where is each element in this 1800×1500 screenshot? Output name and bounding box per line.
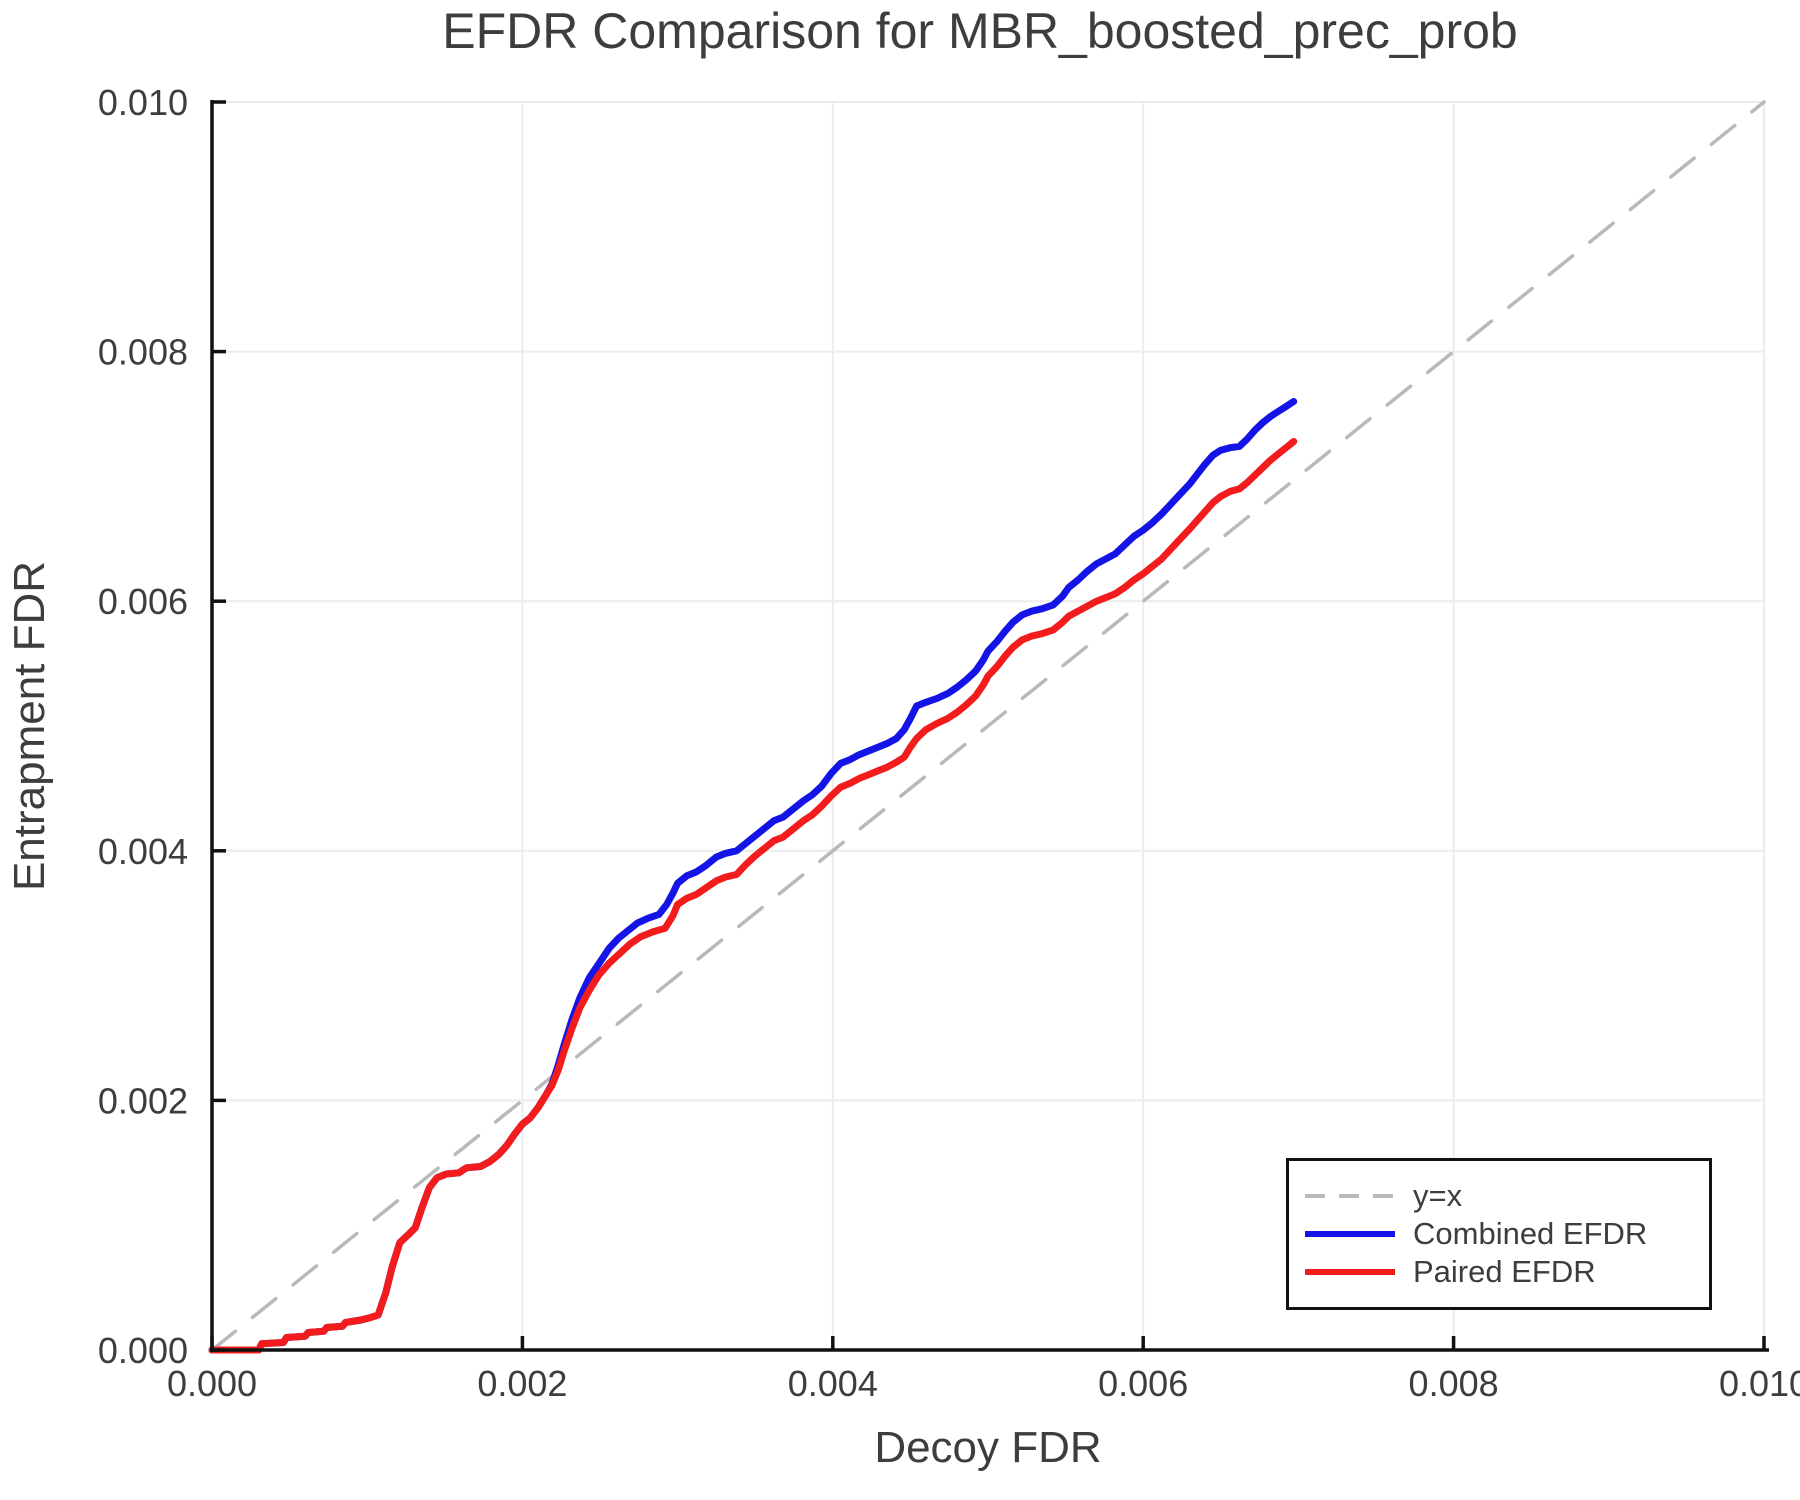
x-tick-label: 0.004 <box>788 1363 878 1404</box>
series-line <box>208 438 1298 1354</box>
y-tick-label: 0.008 <box>98 332 188 373</box>
x-axis-title: Decoy FDR <box>874 1423 1101 1472</box>
legend: y=x Combined EFDR Paired EFDR <box>1286 1158 1712 1310</box>
y-axis-title: Entrapment FDR <box>5 561 54 891</box>
dashed-line-sample <box>1305 1194 1395 1198</box>
gridlines <box>211 101 1765 1351</box>
legend-label: Paired EFDR <box>1413 1254 1596 1289</box>
legend-item-yx: y=x <box>1305 1177 1709 1215</box>
series-line <box>210 100 1766 1352</box>
axis-spines <box>210 100 1769 1352</box>
x-tick-label: 0.002 <box>477 1363 567 1404</box>
legend-label: y=x <box>1413 1178 1463 1213</box>
legend-item-combined: Combined EFDR <box>1305 1215 1709 1253</box>
series-lines <box>208 100 1766 1354</box>
x-tick-label: 0.010 <box>1719 1363 1800 1404</box>
y-tick-label: 0.006 <box>98 581 188 622</box>
x-tick-label: 0.006 <box>1098 1363 1188 1404</box>
x-tick-label: 0.000 <box>167 1363 257 1404</box>
y-tick-label: 0.004 <box>98 831 188 872</box>
series-line <box>208 398 1298 1354</box>
y-tick-label: 0.010 <box>98 82 188 123</box>
y-tick-label: 0.000 <box>98 1330 188 1371</box>
tick-marks <box>210 100 1766 1352</box>
x-tick-label: 0.008 <box>1409 1363 1499 1404</box>
legend-item-paired: Paired EFDR <box>1305 1253 1709 1291</box>
y-tick-label: 0.002 <box>98 1080 188 1121</box>
red-line-sample <box>1305 1269 1395 1275</box>
chart-title: EFDR Comparison for MBR_boosted_prec_pro… <box>442 3 1518 59</box>
legend-label: Combined EFDR <box>1413 1216 1648 1251</box>
blue-line-sample <box>1305 1231 1395 1237</box>
tick-labels: 0.000 0.002 0.004 0.006 0.008 0.010 0.000 0.002… <box>98 82 1800 1404</box>
